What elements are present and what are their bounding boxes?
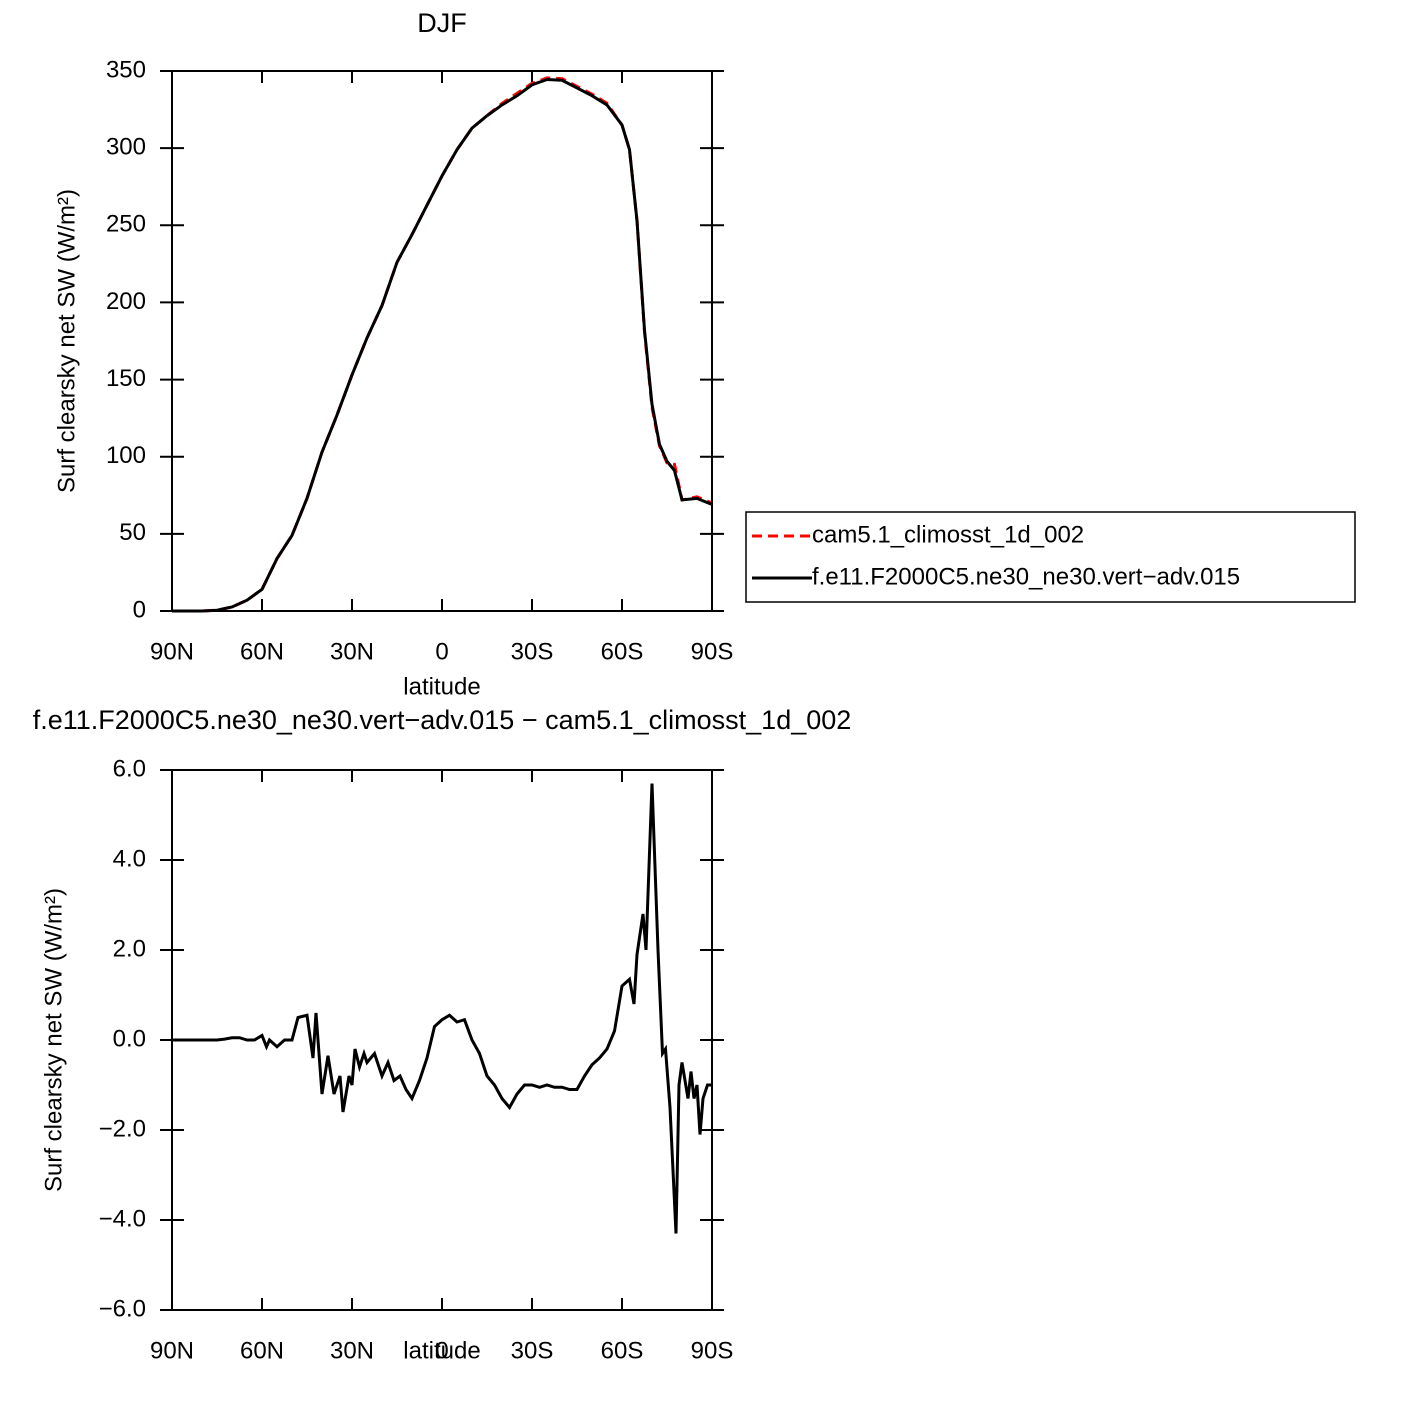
x-tick-label: 90N [150,638,194,665]
plot-frame [171,70,713,612]
x-tick-label: 30S [511,638,554,665]
y-tick-label: 250 [106,211,146,238]
data-line [172,783,712,1234]
y-tick-label: 300 [106,133,146,160]
legend-label: cam5.1_climosst_1d_002 [812,521,1084,548]
plot-frame [171,769,713,1311]
x-tick-label: 90N [150,1337,194,1364]
x-tick-label: 90S [691,1337,734,1364]
x-tick-label: 30N [330,1337,374,1364]
legend-box [745,511,1356,603]
y-tick-label: 0.0 [113,1025,146,1052]
x-tick-label: 60N [240,1337,284,1364]
x-tick-label: 30N [330,638,374,665]
chart-title: DJF [417,8,467,38]
y-tick-label: −6.0 [99,1295,146,1322]
x-tick-label: 60S [601,1337,644,1364]
legend-label: f.e11.F2000C5.ne30_ne30.vert−adv.015 [812,563,1240,590]
y-tick-label: 100 [106,442,146,469]
y-tick-label: 6.0 [113,755,146,782]
x-tick-label: 60S [601,638,644,665]
y-tick-label: 2.0 [113,935,146,962]
y-tick-label: −2.0 [99,1115,146,1142]
x-tick-label: 60N [240,638,284,665]
data-line [172,77,713,613]
y-tick-label: 50 [119,519,146,546]
y-axis-label: Surf clearsky net SW (W/m²) [53,189,80,493]
x-tick-label: 0 [435,1337,448,1364]
y-tick-label: 4.0 [113,845,146,872]
y-axis-label: Surf clearsky net SW (W/m²) [40,888,67,1192]
chart-title: f.e11.F2000C5.ne30_ne30.vert−adv.015 − c… [33,705,852,735]
y-tick-label: 200 [106,288,146,315]
y-tick-label: 350 [106,56,146,83]
x-tick-label: 0 [435,638,448,665]
y-tick-label: −4.0 [99,1205,146,1232]
x-axis-label: latitude [403,1337,480,1364]
y-tick-label: 0 [133,596,146,623]
y-tick-label: 150 [106,365,146,392]
x-axis-label: latitude [403,673,480,700]
x-tick-label: 30S [511,1337,554,1364]
x-tick-label: 90S [691,638,734,665]
